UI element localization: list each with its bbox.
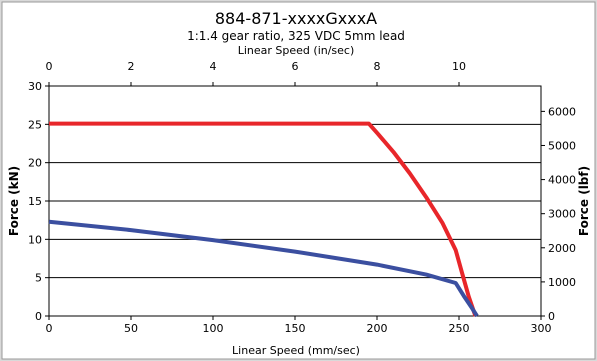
series-group bbox=[48, 121, 479, 318]
series-line-1 bbox=[48, 219, 479, 318]
top-axis-title: Linear Speed (in/sec) bbox=[238, 44, 355, 57]
x-tick-label-2: 100 bbox=[203, 322, 224, 335]
y-tick-label-5: 25 bbox=[28, 118, 42, 131]
x2-tick-label-5: 10 bbox=[452, 60, 466, 73]
y-tick-label-6: 30 bbox=[28, 80, 42, 93]
x-tick-label-3: 150 bbox=[285, 322, 306, 335]
y2-tick-label-0: 0 bbox=[548, 310, 555, 323]
y2-tick-label-5: 5000 bbox=[548, 139, 576, 152]
x2-tick-label-4: 8 bbox=[374, 60, 381, 73]
y2-tick-label-3: 3000 bbox=[548, 208, 576, 221]
right-axis-title: Force (lbf) bbox=[577, 166, 591, 236]
x-tick-label-4: 200 bbox=[367, 322, 388, 335]
series-line-0 bbox=[49, 121, 478, 317]
x-tick-label-5: 250 bbox=[449, 322, 470, 335]
y2-tick-label-6: 6000 bbox=[548, 105, 576, 118]
x2-tick-label-1: 2 bbox=[128, 60, 135, 73]
y-tick-label-3: 15 bbox=[28, 195, 42, 208]
right-axis: 0 1000 2000 3000 4000 5000 6000 bbox=[541, 105, 576, 323]
chart-subtitle: 1:1.4 gear ratio, 325 VDC 5mm lead bbox=[187, 29, 405, 43]
bottom-axis-title: Linear Speed (mm/sec) bbox=[232, 344, 360, 357]
x2-tick-label-0: 0 bbox=[46, 60, 53, 73]
x2-tick-label-2: 4 bbox=[210, 60, 217, 73]
left-axis-title: Force (kN) bbox=[7, 166, 21, 236]
y-tick-label-1: 5 bbox=[35, 272, 42, 285]
chart-title: 884-871-xxxxGxxxA bbox=[215, 9, 377, 28]
top-axis: 0 2 4 6 8 10 bbox=[46, 60, 466, 86]
x-tick-label-1: 50 bbox=[124, 322, 138, 335]
y-tick-label-0: 0 bbox=[35, 310, 42, 323]
y2-tick-label-4: 4000 bbox=[548, 174, 576, 187]
x2-tick-label-3: 6 bbox=[292, 60, 299, 73]
x-tick-label-0: 0 bbox=[46, 322, 53, 335]
y2-tick-label-2: 2000 bbox=[548, 242, 576, 255]
x-tick-label-6: 300 bbox=[531, 322, 552, 335]
left-axis: 0 5 10 15 20 25 30 bbox=[28, 80, 49, 323]
bottom-axis: 0 50 100 150 200 250 300 bbox=[46, 316, 552, 335]
y2-tick-label-1: 1000 bbox=[548, 276, 576, 289]
y-tick-label-2: 10 bbox=[28, 233, 42, 246]
y-tick-label-4: 20 bbox=[28, 157, 42, 170]
